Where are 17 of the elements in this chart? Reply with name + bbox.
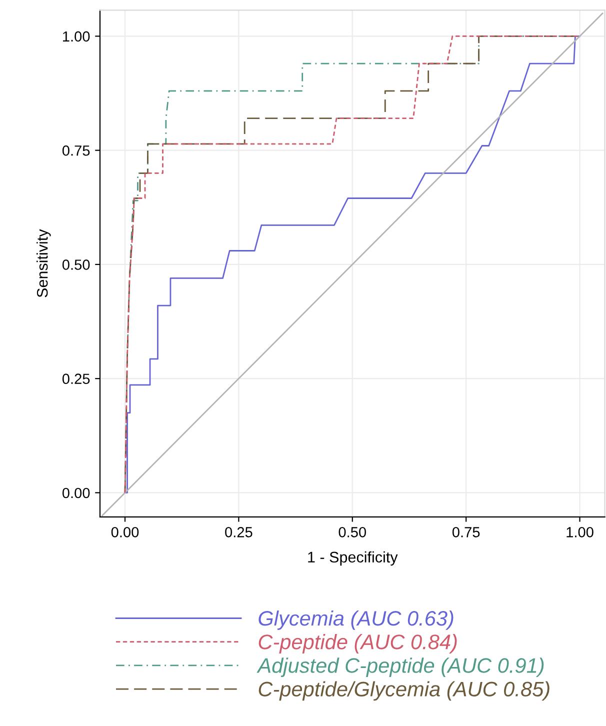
x-tick-label: 0.50	[338, 527, 366, 538]
x-tick-label: 0.25	[225, 527, 252, 538]
text: C-peptide/Glycemia (AUC 0.85)	[258, 681, 550, 701]
x-tick-label: 0.00	[111, 527, 139, 538]
y-tick-label: 0.75	[62, 145, 90, 156]
x-axis-title: 1 - Specificity	[308, 551, 398, 566]
text: Glycemia (AUC 0.63)	[258, 610, 454, 630]
y-tick-label: 0.50	[62, 260, 90, 270]
y-tick-label: 0.25	[62, 374, 90, 384]
text: C-peptide (AUC 0.84)	[258, 634, 457, 654]
text: Adjusted C-peptide (AUC 0.91)	[256, 658, 544, 678]
x-tick-label: 1.00	[566, 527, 594, 538]
line-series	[124, 35, 580, 494]
y-axis-title: Sensitivity	[36, 229, 51, 298]
x-tick-label: 0.75	[452, 527, 480, 538]
y-tick-label: 1.00	[63, 31, 90, 42]
y-tick-label: 0.00	[62, 488, 90, 498]
